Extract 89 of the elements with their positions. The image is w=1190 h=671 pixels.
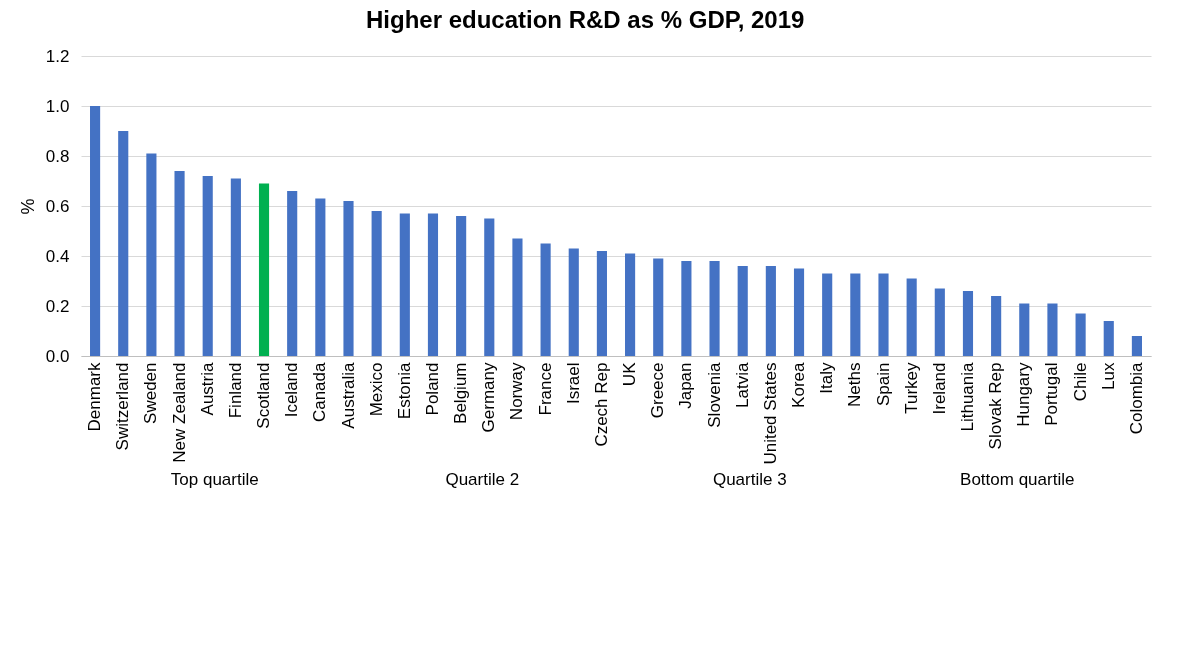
- bar: [625, 253, 636, 356]
- x-tick-label: Neths: [845, 362, 865, 407]
- x-tick-label: Lux: [1098, 362, 1118, 390]
- x-tick-label: Germany: [479, 362, 499, 433]
- x-tick-label: Ireland: [929, 362, 949, 415]
- x-tick-label: Portugal: [1042, 362, 1062, 426]
- y-tick-label: 0.8: [45, 146, 70, 166]
- chart-title: Higher education R&D as % GDP, 2019: [366, 6, 805, 33]
- x-tick-label: Slovenia: [704, 361, 724, 428]
- x-tick-label: Slovak Rep: [986, 362, 1006, 450]
- x-tick-label: Japan: [676, 362, 696, 409]
- y-tick-label: 0.0: [45, 346, 70, 366]
- x-tick-label: Korea: [789, 361, 809, 408]
- bar: [850, 273, 861, 356]
- x-tick-label: Denmark: [85, 362, 105, 432]
- bar: [906, 278, 917, 356]
- y-tick-label: 0.6: [45, 196, 70, 216]
- x-tick-label: Mexico: [366, 362, 386, 417]
- bar: [1131, 336, 1142, 356]
- x-tick-label: Belgium: [451, 362, 471, 424]
- bar: [540, 243, 551, 356]
- y-tick-label: 0.4: [45, 246, 70, 266]
- bar: [709, 261, 720, 356]
- x-tick-label: Estonia: [394, 361, 414, 420]
- y-axis-title: %: [17, 198, 38, 215]
- text: Quartile 2: [445, 470, 520, 489]
- text: Top quartile: [170, 470, 259, 489]
- bar: [90, 106, 101, 356]
- bar: [878, 273, 889, 356]
- bar: [484, 218, 495, 356]
- x-tick-label: Colombia: [1126, 361, 1146, 435]
- bar: [456, 216, 467, 356]
- bar: [343, 201, 354, 356]
- bar: [934, 288, 945, 356]
- x-tick-label: Czech Rep: [591, 362, 611, 447]
- x-tick-label: Iceland: [282, 362, 302, 418]
- x-tick-label: Italy: [817, 362, 837, 394]
- x-tick-label: Switzerland: [113, 362, 133, 451]
- bar: [230, 178, 241, 356]
- x-tick-label: UK: [620, 361, 640, 387]
- bar: [427, 213, 439, 356]
- bar: [822, 273, 833, 356]
- x-tick-label: Finland: [225, 362, 245, 419]
- bar: [258, 183, 270, 356]
- text: Quartile 3: [712, 470, 787, 489]
- x-tick-label: Spain: [873, 362, 893, 406]
- x-tick-label: Sweden: [141, 362, 161, 424]
- bar: [174, 171, 185, 356]
- x-tick-label: Latvia: [732, 361, 752, 408]
- x-tick-label: Norway: [507, 362, 527, 421]
- x-tick-label: Hungary: [1014, 362, 1034, 427]
- bar: [202, 176, 213, 356]
- bar: [1047, 303, 1058, 356]
- x-tick-label: Scotland: [254, 362, 274, 429]
- x-tick-label: Australia: [338, 361, 358, 429]
- bar: [962, 291, 974, 356]
- x-tick-label: Lithuania: [957, 361, 977, 432]
- bar: [287, 191, 298, 356]
- y-tick-label: 1.2: [45, 46, 70, 66]
- bar: [765, 266, 776, 356]
- x-tick-label: Israel: [563, 362, 583, 405]
- bar: [1019, 303, 1030, 356]
- bar: [315, 198, 326, 356]
- bar: [1075, 313, 1086, 356]
- x-tick-label: Greece: [648, 362, 668, 419]
- x-tick-label: France: [535, 362, 555, 416]
- bar: [653, 258, 664, 356]
- bar: [991, 296, 1002, 356]
- x-tick-label: New Zealand: [169, 362, 189, 463]
- bar: [118, 131, 129, 356]
- bar: [512, 238, 523, 356]
- x-tick-label: Poland: [422, 362, 442, 416]
- y-tick-label: 0.2: [45, 296, 70, 316]
- x-tick-label: United States: [760, 362, 780, 465]
- bar: [399, 213, 410, 356]
- text: Bottom quartile: [960, 470, 1075, 489]
- bar: [737, 266, 748, 356]
- x-tick-label: Canada: [310, 361, 330, 423]
- y-tick-label: 1.0: [45, 96, 70, 116]
- x-tick-label: Austria: [197, 361, 217, 416]
- bar: [146, 153, 157, 356]
- bar: [1103, 321, 1114, 356]
- x-tick-label: Turkey: [901, 362, 921, 414]
- bar: [681, 261, 692, 356]
- bar: [793, 268, 805, 356]
- bar: [371, 211, 382, 356]
- x-tick-label: Chile: [1070, 362, 1090, 402]
- bar: [568, 248, 579, 356]
- bar: [596, 251, 607, 356]
